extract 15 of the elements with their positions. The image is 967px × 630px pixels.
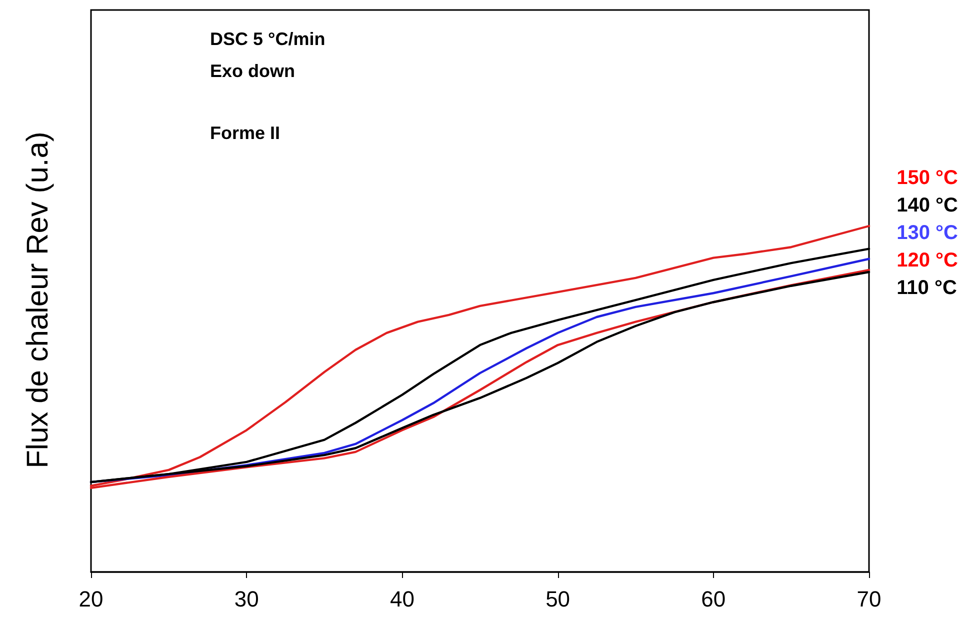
series-label: 120 °C bbox=[896, 250, 958, 272]
text: Exo down bbox=[210, 61, 295, 81]
series-label: 110 °C bbox=[896, 277, 957, 299]
x-tick-label: 60 bbox=[701, 586, 726, 612]
text: 140 °C bbox=[896, 194, 958, 216]
x-tick-label: 30 bbox=[234, 586, 259, 612]
x-tick-label: 50 bbox=[546, 586, 570, 612]
series-label: 130 °C bbox=[896, 222, 958, 244]
text: 150 °C bbox=[896, 167, 958, 189]
y-axis-title: Flux de chaleur Rev (u.a) bbox=[22, 132, 54, 468]
text: DSC 5 °C/min bbox=[210, 29, 326, 49]
x-tick-label: 20 bbox=[78, 586, 104, 612]
text: Forme II bbox=[210, 123, 280, 143]
x-tick-label: 70 bbox=[856, 586, 882, 612]
x-tick-label: 40 bbox=[390, 586, 414, 612]
